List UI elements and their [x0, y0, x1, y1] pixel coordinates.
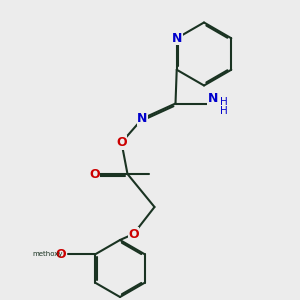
Text: N: N	[172, 32, 182, 45]
Text: H: H	[220, 106, 228, 116]
Text: O: O	[128, 227, 139, 241]
Text: methoxy: methoxy	[32, 251, 63, 257]
Text: O: O	[116, 136, 127, 149]
Text: O: O	[56, 248, 66, 261]
Text: N: N	[208, 92, 218, 106]
Text: H: H	[220, 97, 228, 107]
Text: N: N	[137, 112, 148, 125]
Text: O: O	[89, 167, 100, 181]
